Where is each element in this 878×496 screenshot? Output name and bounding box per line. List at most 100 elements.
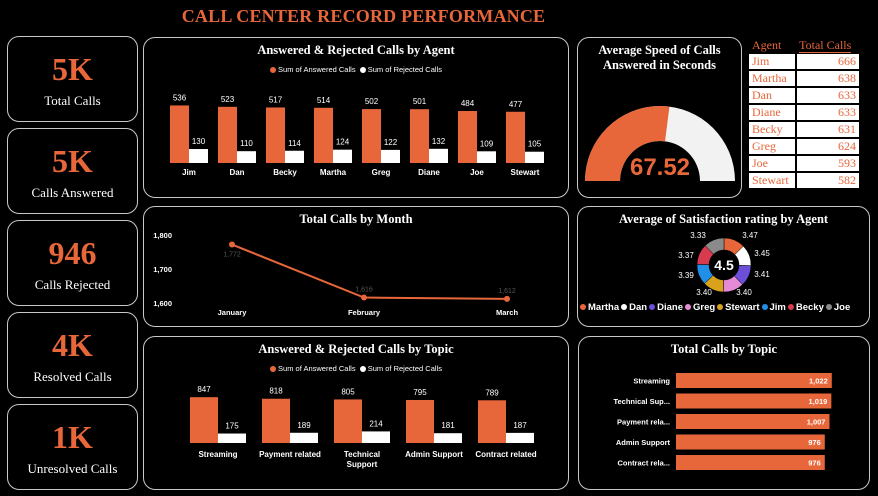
legend-item[interactable]: Stewart xyxy=(717,302,760,313)
kpi-calls-rejected[interactable]: 946 Calls Rejected xyxy=(7,220,138,306)
rejected-value: 189 xyxy=(297,421,311,430)
kpi-total-calls[interactable]: 5K Total Calls xyxy=(7,36,138,122)
table-row[interactable]: Greg 624 xyxy=(749,138,859,156)
table-row[interactable]: Stewart 582 xyxy=(749,172,859,190)
table-row[interactable]: Jim 666 xyxy=(749,54,859,71)
rejected-bar[interactable] xyxy=(285,150,304,163)
rejected-bar[interactable] xyxy=(429,148,448,163)
month-chart-title: Total Calls by Month xyxy=(299,212,413,226)
hbar-tick: Contract rela... xyxy=(617,459,670,468)
col-total-calls[interactable]: Total Calls xyxy=(796,37,859,54)
slice-value: 3.39 xyxy=(678,271,694,280)
agent-name: Martha xyxy=(749,70,797,88)
agent-tick: Becky xyxy=(273,168,297,177)
answered-bar[interactable] xyxy=(458,111,477,163)
kpi-label: Unresolved Calls xyxy=(27,461,118,476)
answered-bar[interactable] xyxy=(314,107,333,163)
legend-label: Stewart xyxy=(725,302,760,313)
table-row[interactable]: Diane 633 xyxy=(749,104,859,122)
answered-bar[interactable] xyxy=(190,397,218,443)
kpi-value: 5K xyxy=(52,51,93,87)
slice-value: 3.33 xyxy=(690,231,706,240)
legend-item[interactable]: Dan xyxy=(621,302,647,313)
topic-hbar[interactable] xyxy=(676,393,832,409)
speed-gauge-panel[interactable]: Average Speed of Calls Answered in Secon… xyxy=(577,37,742,198)
rejected-bar[interactable] xyxy=(381,149,400,163)
rejected-bar[interactable] xyxy=(189,149,208,163)
legend-rejected: Sum of Rejected Calls xyxy=(367,364,442,373)
col-agent[interactable]: Agent xyxy=(749,37,797,54)
satisfaction-chart-title: Average of Satisfaction rating by Agent xyxy=(618,212,829,226)
agent-name: Joe xyxy=(749,155,797,173)
rejected-value: 110 xyxy=(240,139,253,148)
topic-hbar[interactable] xyxy=(676,455,825,470)
agent-total: 631 xyxy=(795,121,859,139)
rejected-bar[interactable] xyxy=(333,149,352,163)
topic-chart-title: Answered & Rejected Calls by Topic xyxy=(258,342,454,356)
rejected-bar[interactable] xyxy=(477,151,496,163)
answered-value: 484 xyxy=(461,99,475,108)
table-row[interactable]: Dan 633 xyxy=(749,87,859,105)
rejected-bar[interactable] xyxy=(434,433,462,443)
topic-hbar[interactable] xyxy=(676,434,825,450)
legend-item[interactable]: Joe xyxy=(825,302,850,313)
agent-name: Jim xyxy=(749,54,797,71)
month-point[interactable] xyxy=(361,294,367,301)
donut-slice[interactable] xyxy=(704,237,725,255)
legend-item[interactable]: Greg xyxy=(684,302,715,313)
agent-calls-panel[interactable]: Answered & Rejected Calls by Agent Sum o… xyxy=(143,37,569,198)
rejected-value: 214 xyxy=(369,419,383,428)
answered-bar[interactable] xyxy=(406,399,434,443)
month-point[interactable] xyxy=(229,241,235,248)
answered-bar[interactable] xyxy=(506,111,525,163)
legend-dot xyxy=(787,304,794,311)
legend-item[interactable]: Becky xyxy=(787,302,824,313)
answered-bar[interactable] xyxy=(362,109,381,163)
legend-dot xyxy=(621,304,628,311)
agent-name: Diane xyxy=(749,104,797,122)
legend-item[interactable]: Diane xyxy=(649,302,683,313)
table-row[interactable]: Joe 593 xyxy=(749,155,859,173)
answered-bar[interactable] xyxy=(266,107,285,163)
topic-calls-panel[interactable]: Answered & Rejected Calls by Topic Sum o… xyxy=(143,336,569,490)
month-line-panel[interactable]: Total Calls by Month 1,800 1,700 1,600 1,77… xyxy=(143,206,569,327)
rejected-bar[interactable] xyxy=(362,431,390,443)
topic-bar-chart: 847 175 Streaming 818 189 Payment related 805 2… xyxy=(190,385,537,469)
kpi-resolved-calls[interactable]: 4K Resolved Calls xyxy=(7,312,138,398)
answered-bar[interactable] xyxy=(262,398,290,443)
answered-bar[interactable] xyxy=(478,400,506,443)
legend-label: Jim xyxy=(769,302,786,313)
topic-hbar[interactable] xyxy=(676,373,832,388)
rejected-bar[interactable] xyxy=(218,433,246,443)
answered-bar[interactable] xyxy=(410,109,429,163)
answered-bar[interactable] xyxy=(218,106,237,163)
month-tick: January xyxy=(218,308,248,317)
rejected-bar[interactable] xyxy=(237,151,256,163)
answered-bar[interactable] xyxy=(334,399,362,443)
kpi-unresolved-calls[interactable]: 1K Unresolved Calls xyxy=(7,404,138,490)
legend-item[interactable]: Jim xyxy=(761,302,786,313)
agent-chart-title: Answered & Rejected Calls by Agent xyxy=(257,43,455,57)
agent-tick: Dan xyxy=(229,168,244,177)
rejected-bar[interactable] xyxy=(290,432,318,443)
table-row[interactable]: Becky 631 xyxy=(749,121,859,139)
rejected-bar[interactable] xyxy=(506,432,534,443)
rejected-bar[interactable] xyxy=(525,151,544,163)
answered-value: 818 xyxy=(269,387,283,396)
topic-total-panel[interactable]: Total Calls by Topic 1,022 Streaming 1,019… xyxy=(578,336,870,490)
legend-item[interactable]: Martha xyxy=(580,302,619,313)
hbar-tick: Streaming xyxy=(633,377,670,386)
table-row[interactable]: Martha 638 xyxy=(749,70,859,88)
topic-tick: Contract related xyxy=(475,450,536,459)
hbar-tick: Technical Sup... xyxy=(613,397,670,406)
rejected-value: 114 xyxy=(288,139,301,148)
satisfaction-legend: Martha Dan Diane Greg Stewart Jim Becky Joe xyxy=(580,302,870,313)
kpi-label: Calls Answered xyxy=(31,185,114,200)
topic-hbar[interactable] xyxy=(676,414,830,429)
answered-bar[interactable] xyxy=(170,105,189,163)
month-tick: March xyxy=(496,308,519,317)
month-point[interactable] xyxy=(504,295,510,302)
kpi-calls-answered[interactable]: 5K Calls Answered xyxy=(7,128,138,214)
gauge-value: 67.52 xyxy=(630,154,690,181)
kpi-label: Total Calls xyxy=(44,93,101,108)
